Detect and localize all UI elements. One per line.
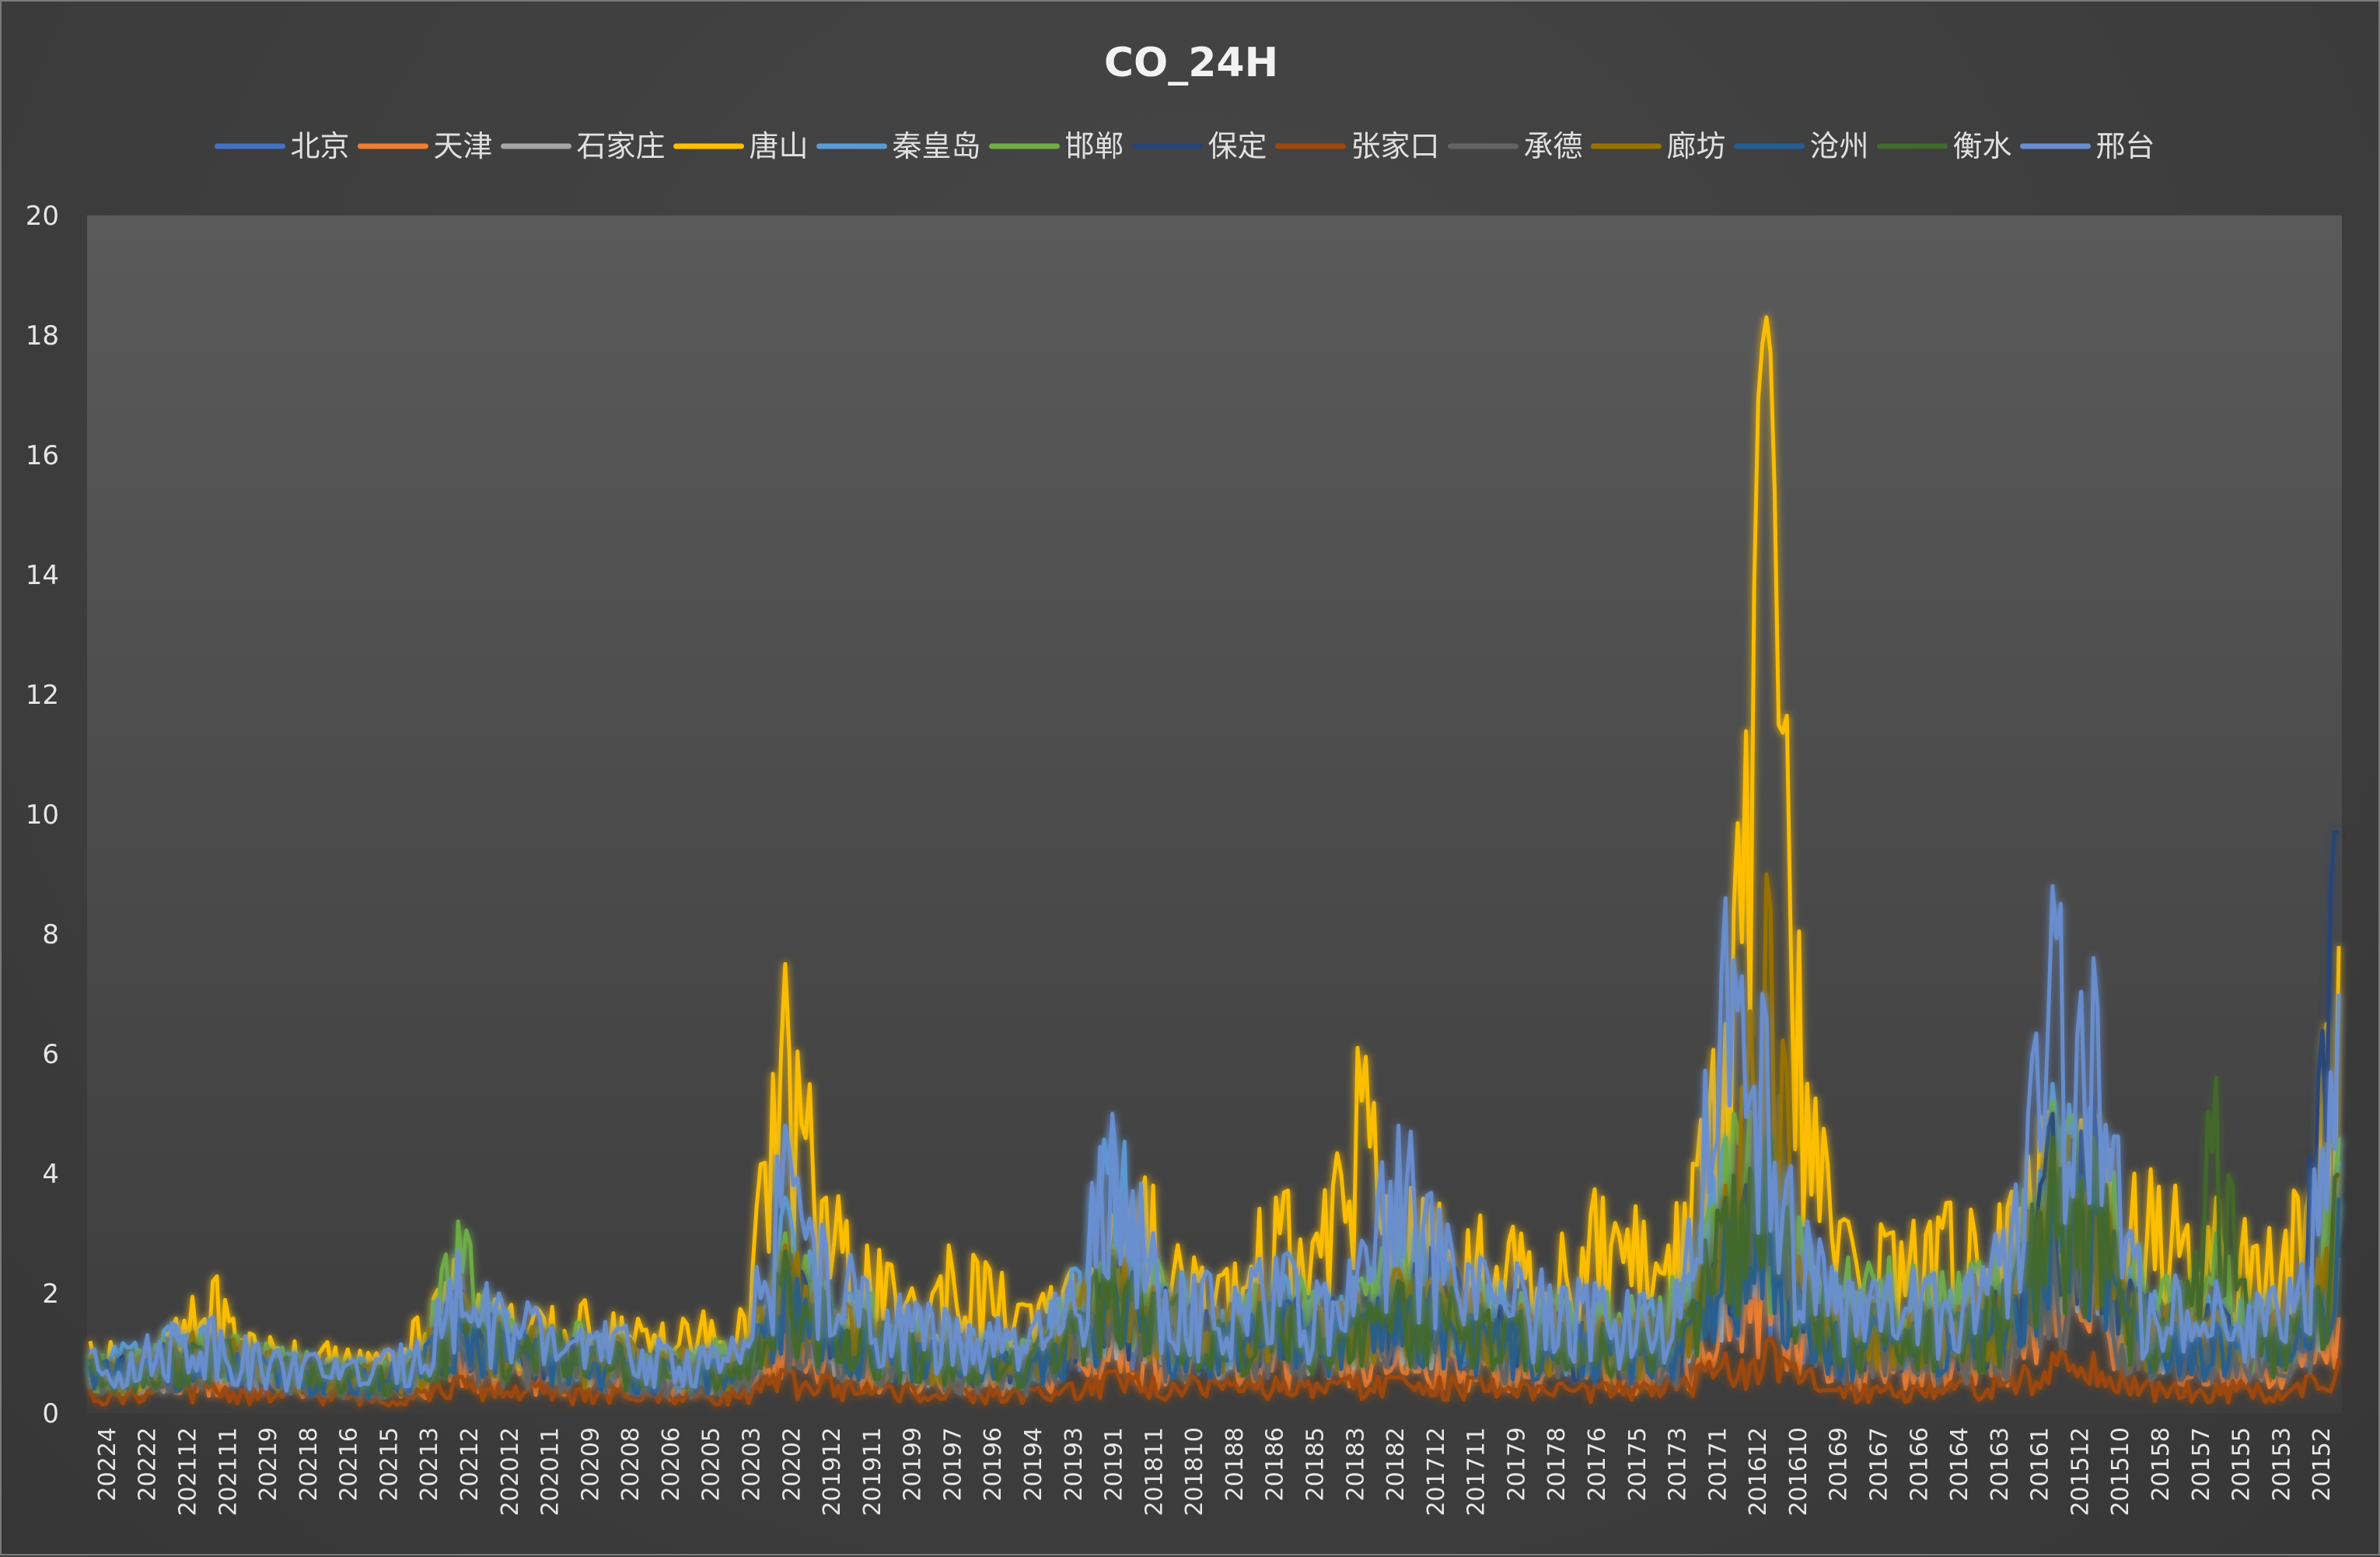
legend-label: 承德 xyxy=(1524,129,1583,163)
x-tick-label: 20163 xyxy=(1987,1427,2014,1501)
x-tick-label: 20218 xyxy=(295,1427,323,1501)
x-tick-label: 20161 xyxy=(2027,1427,2054,1501)
x-tick-label: 20186 xyxy=(1262,1427,1289,1501)
x-tick-label: 20169 xyxy=(1826,1427,1853,1501)
x-tick-label: 20167 xyxy=(1865,1427,1892,1501)
legend-label: 天津 xyxy=(434,129,493,163)
chart-title: CO_24H xyxy=(1104,40,1278,86)
x-tick-label: 20194 xyxy=(1020,1427,1047,1501)
x-tick-label: 20178 xyxy=(1543,1427,1571,1501)
series-line xyxy=(88,992,2341,1401)
x-tick-label: 20164 xyxy=(1946,1427,1973,1501)
legend-label: 秦皇岛 xyxy=(893,129,981,163)
x-tick-label: 20193 xyxy=(1061,1427,1088,1501)
series-line xyxy=(89,883,2341,1393)
x-tick-label: 202011 xyxy=(537,1427,564,1517)
x-tick-label: 20166 xyxy=(1906,1427,1933,1501)
x-tick-label: 201811 xyxy=(1141,1427,1168,1517)
y-tick-label: 10 xyxy=(26,799,59,831)
x-tick-label: 20157 xyxy=(2188,1427,2215,1501)
y-tick-label: 8 xyxy=(42,919,59,950)
x-tick-label: 202012 xyxy=(497,1427,524,1517)
x-tick-label: 20152 xyxy=(2308,1427,2336,1501)
legend-label: 沧州 xyxy=(1810,129,1869,163)
legend-label: 廊坊 xyxy=(1667,129,1726,163)
legend-label: 唐山 xyxy=(750,129,809,163)
x-tick-label: 20224 xyxy=(94,1427,121,1501)
x-tick-label: 20183 xyxy=(1342,1427,1369,1501)
x-tick-label: 20199 xyxy=(900,1427,927,1501)
y-tick-label: 18 xyxy=(26,320,59,352)
x-tick-label: 201711 xyxy=(1463,1427,1491,1517)
x-tick-label: 201612 xyxy=(1745,1427,1772,1517)
x-tick-label: 201912 xyxy=(819,1427,846,1517)
legend-label: 保定 xyxy=(1208,129,1267,163)
legend-label: 北京 xyxy=(291,129,350,163)
x-tick-label: 20202 xyxy=(778,1427,806,1501)
x-tick-label: 20182 xyxy=(1382,1427,1410,1501)
legend-label: 张家口 xyxy=(1351,129,1440,163)
x-tick-label: 20171 xyxy=(1704,1427,1732,1501)
legend-label: 邢台 xyxy=(2096,129,2155,163)
x-tick-label: 20196 xyxy=(980,1427,1007,1501)
y-tick-label: 16 xyxy=(26,440,59,471)
x-tick-label: 20185 xyxy=(1302,1427,1329,1501)
x-tick-label: 201712 xyxy=(1423,1427,1450,1517)
x-tick-label: 20197 xyxy=(939,1427,966,1501)
x-tick-label: 20213 xyxy=(416,1427,443,1501)
x-tick-label: 20206 xyxy=(658,1427,685,1501)
legend-label: 衡水 xyxy=(1953,129,2012,163)
x-tick-label: 20179 xyxy=(1503,1427,1530,1501)
y-tick-label: 2 xyxy=(42,1279,59,1310)
x-tick-label: 20176 xyxy=(1584,1427,1611,1501)
x-tick-label: 20191 xyxy=(1101,1427,1128,1501)
x-tick-label: 201512 xyxy=(2067,1427,2094,1517)
x-axis: 20224 20222 202112 202111 20219 20218 20216 202… xyxy=(94,1427,2336,1517)
x-tick-label: 20173 xyxy=(1665,1427,1692,1501)
x-tick-label: 20219 xyxy=(255,1427,282,1501)
y-tick-label: 4 xyxy=(42,1159,59,1190)
x-tick-label: 20158 xyxy=(2148,1427,2175,1501)
x-tick-label: 20212 xyxy=(456,1427,484,1501)
x-tick-label: 20216 xyxy=(336,1427,363,1501)
x-tick-label: 20153 xyxy=(2268,1427,2295,1501)
x-tick-label: 201610 xyxy=(1785,1427,1812,1517)
y-tick-label: 14 xyxy=(26,560,59,591)
x-tick-label: 20188 xyxy=(1221,1427,1249,1501)
y-tick-label: 20 xyxy=(26,201,59,232)
y-tick-label: 6 xyxy=(42,1039,59,1070)
x-tick-label: 20208 xyxy=(617,1427,645,1501)
x-tick-label: 20222 xyxy=(135,1427,162,1501)
x-tick-label: 201810 xyxy=(1181,1427,1208,1517)
x-tick-label: 20215 xyxy=(376,1427,403,1501)
x-tick-label: 20203 xyxy=(738,1427,765,1501)
x-tick-label: 201911 xyxy=(859,1427,886,1517)
x-tick-label: 202111 xyxy=(215,1427,242,1517)
x-tick-label: 201510 xyxy=(2107,1427,2134,1517)
legend-label: 邯郸 xyxy=(1065,129,1124,163)
x-tick-label: 202112 xyxy=(174,1427,201,1517)
y-axis: 0 2 4 6 8 10 12 14 16 18 20 xyxy=(26,201,59,1429)
x-tick-label: 20209 xyxy=(577,1427,604,1501)
series-layer xyxy=(88,315,2341,1408)
chart-legend: 北京 天津 石家庄 唐山 秦皇岛 邯郸 保定 张家口 承德 廊坊 沧州 衡水 邢台 xyxy=(215,129,2155,163)
y-tick-label: 12 xyxy=(26,680,59,711)
x-tick-label: 20175 xyxy=(1624,1427,1651,1501)
x-tick-label: 20205 xyxy=(698,1427,725,1501)
legend-label: 石家庄 xyxy=(577,129,666,163)
y-tick-label: 0 xyxy=(42,1398,59,1429)
x-tick-label: 20155 xyxy=(2228,1427,2256,1501)
plot-area xyxy=(87,215,2342,1413)
